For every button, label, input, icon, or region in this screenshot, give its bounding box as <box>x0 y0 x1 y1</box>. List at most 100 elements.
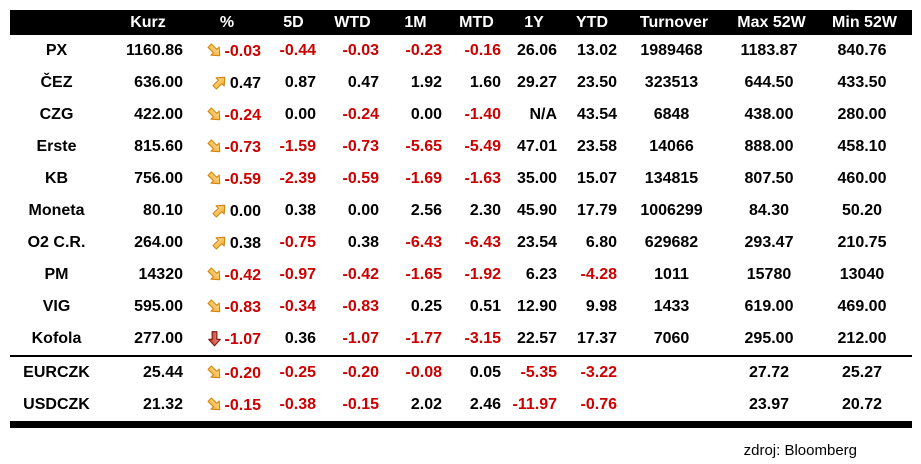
cell-d5-value: -0.97 <box>279 266 316 283</box>
cell-d5-value: -2.39 <box>279 170 316 187</box>
pct-value: -0.59 <box>224 170 261 188</box>
cell-kurz: 595.00 <box>134 298 183 315</box>
cell-ytd: 17.37 <box>562 323 622 357</box>
cell-d5: -0.97 <box>266 259 321 291</box>
pct-value: 0.47 <box>229 74 261 92</box>
cell-y1: 6.23 <box>525 266 557 283</box>
cell-max52: 293.47 <box>744 234 794 251</box>
cell-wtd: -0.15 <box>321 389 384 428</box>
row-label: KB <box>44 170 69 187</box>
cell-d5: -0.25 <box>266 356 321 389</box>
cell-min52: 840.76 <box>837 42 887 59</box>
cell-turnover <box>622 356 726 389</box>
cell-wtd: -0.24 <box>321 99 384 131</box>
cell-wtd-value: -0.59 <box>342 170 379 187</box>
cell-mtd: 1.60 <box>469 74 501 91</box>
cell-m1: -1.69 <box>384 163 447 195</box>
cell-m1: -0.23 <box>384 35 447 67</box>
cell-min52: 25.27 <box>841 364 883 381</box>
cell-turnover: 1006299 <box>640 202 703 219</box>
cell-mtd-value: -0.16 <box>464 42 501 59</box>
cell-d5-value: -0.25 <box>279 364 316 381</box>
pct-value: -0.24 <box>224 106 261 124</box>
cell-max52: 888.00 <box>744 138 794 155</box>
cell-y1: 45.90 <box>516 202 557 219</box>
cell-mtd: 0.51 <box>469 298 501 315</box>
cell-d5: 0.87 <box>284 74 316 91</box>
cell-max52: 807.50 <box>744 170 794 187</box>
cell-pct-change: -0.20 <box>188 356 266 389</box>
cell-d5: -0.34 <box>266 291 321 323</box>
cell-max52: 644.50 <box>744 74 794 91</box>
cell-d5-value: -0.44 <box>279 42 316 59</box>
cell-pct-change: -0.15 <box>188 389 266 428</box>
cell-d5: 0.00 <box>284 106 316 123</box>
cell-min52: 458.10 <box>837 138 887 155</box>
cell-min52: 13040 <box>839 266 885 283</box>
cell-ytd: 15.07 <box>576 170 617 187</box>
cell-wtd-value: -0.73 <box>342 138 379 155</box>
cell-d5-value: -0.34 <box>279 298 316 315</box>
arrow-down-right-icon <box>206 298 220 312</box>
cell-min52: 20.72 <box>817 389 912 428</box>
cell-d5-value: -0.38 <box>279 396 316 413</box>
cell-m1-value: -6.43 <box>405 234 442 251</box>
arrow-down-right-icon <box>206 396 220 410</box>
cell-turnover: 6848 <box>653 106 690 123</box>
cell-pct-change: 0.00 <box>188 195 266 227</box>
cell-turnover: 1433 <box>653 298 690 315</box>
cell-wtd-value: -0.42 <box>342 266 379 283</box>
cell-kurz: 422.00 <box>134 106 183 123</box>
cell-m1: -5.65 <box>384 131 447 163</box>
cell-max52: 23.97 <box>726 389 817 428</box>
cell-d5-value: -1.59 <box>279 138 316 155</box>
cell-wtd: -0.42 <box>321 259 384 291</box>
arrow-down-icon <box>207 330 221 346</box>
pct-value: -1.07 <box>224 330 261 348</box>
cell-turnover: 1989468 <box>640 42 703 59</box>
cell-m1-value: -1.77 <box>405 330 442 347</box>
cell-ytd: 23.58 <box>576 138 617 155</box>
table-row-kofola: Kofola 277.00 -1.07 0.36 -1.07 -1.77 -3.15 22.5… <box>10 323 912 357</box>
cell-mtd-value: -6.43 <box>464 234 501 251</box>
cell-min52: 469.00 <box>837 298 887 315</box>
cell-turnover: 7060 <box>622 323 726 357</box>
column-header-turnover: Turnover <box>622 10 726 35</box>
cell-d5: -1.59 <box>266 131 321 163</box>
cell-pct-change: -1.07 <box>188 323 266 357</box>
cell-mtd: -3.15 <box>447 323 506 357</box>
cell-ytd: 23.50 <box>576 74 617 91</box>
cell-mtd: 2.30 <box>469 202 501 219</box>
pct-value: -0.20 <box>224 364 261 382</box>
pct-value: -0.83 <box>224 298 261 316</box>
cell-min52: 433.50 <box>837 74 887 91</box>
cell-ytd: 9.98 <box>585 298 617 315</box>
cell-pct-change: -0.42 <box>188 259 266 291</box>
cell-pct-change: -0.59 <box>188 163 266 195</box>
cell-pct-change: -0.24 <box>188 99 266 131</box>
arrow-down-right-icon <box>206 266 220 280</box>
arrow-down-right-icon <box>206 138 220 152</box>
cell-ytd: -3.22 <box>562 356 622 389</box>
cell-wtd-value: -0.03 <box>342 42 379 59</box>
cell-m1: 0.00 <box>410 106 442 123</box>
cell-y1-value: -5.35 <box>520 364 557 381</box>
cell-wtd: -0.03 <box>321 35 384 67</box>
row-label: VIG <box>42 298 71 315</box>
arrow-up-right-icon <box>212 76 226 90</box>
row-label: PM <box>44 266 69 283</box>
column-header-y1: 1Y <box>506 10 562 35</box>
pct-value: -0.42 <box>224 266 261 284</box>
cell-ytd: -0.76 <box>562 389 622 428</box>
cell-max52: 619.00 <box>744 298 794 315</box>
cell-wtd-value: -0.15 <box>342 396 379 413</box>
table-row-usdczk: USDCZK 21.32 -0.15 -0.38 -0.15 2.02 2.46 -11.97… <box>10 389 912 428</box>
market-table: Kurz% 5D WTD 1M MTD 1Y YTD Turnover Max 52W Min 5… <box>10 10 912 428</box>
cell-m1: 1.92 <box>410 74 442 91</box>
cell-ytd: 17.79 <box>576 202 617 219</box>
cell-m1: 2.02 <box>384 389 447 428</box>
cell-d5: 0.38 <box>284 202 316 219</box>
cell-wtd-value: -1.07 <box>342 330 379 347</box>
cell-kurz: 80.10 <box>142 202 183 219</box>
cell-min52: 280.00 <box>837 106 887 123</box>
